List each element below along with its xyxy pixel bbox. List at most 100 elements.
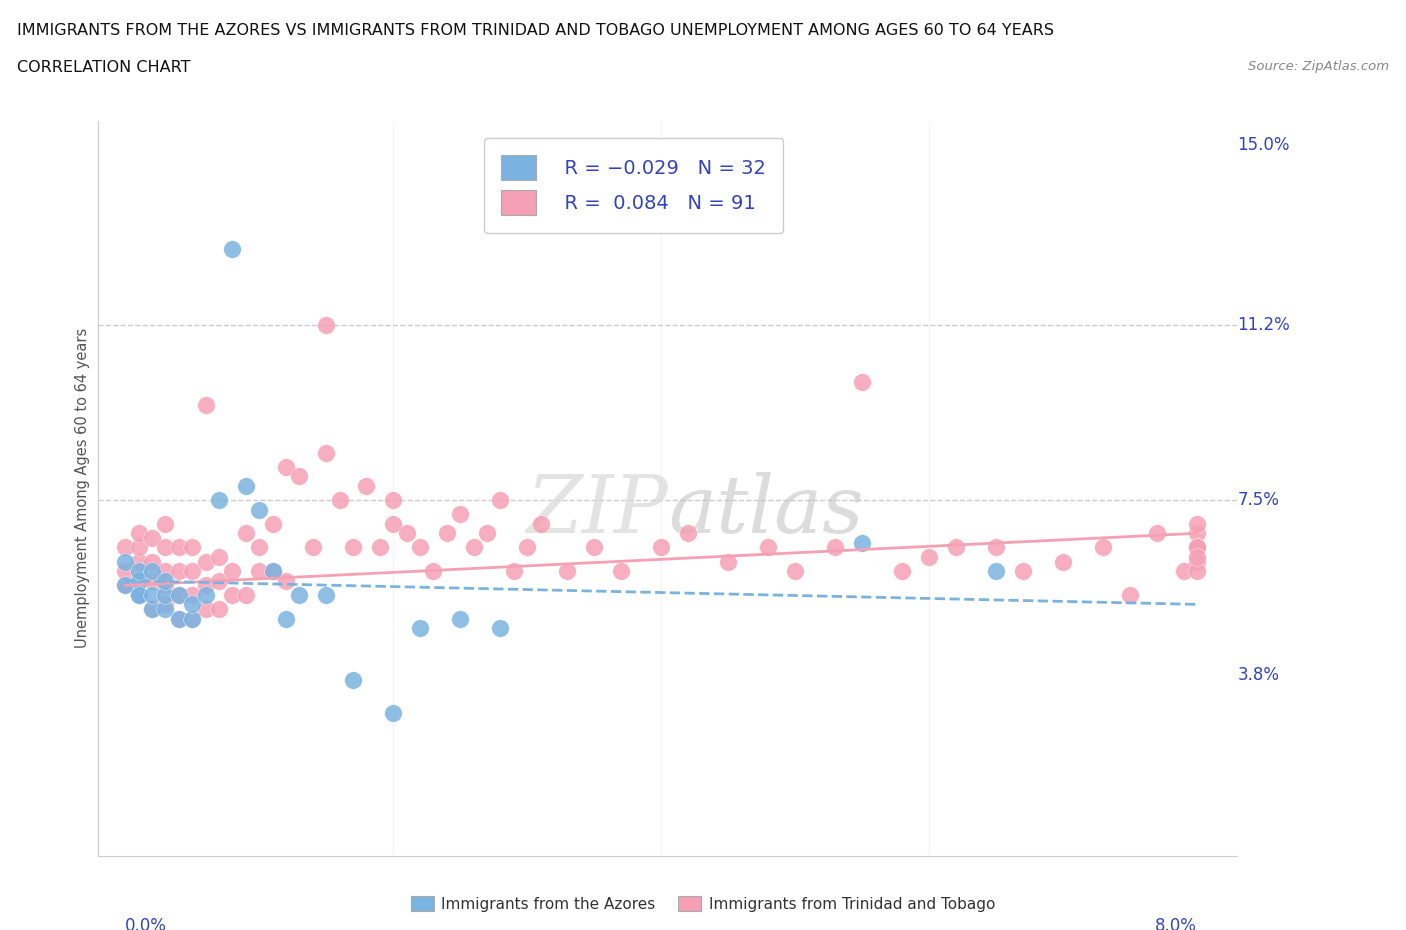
Point [141, 602, 163, 617]
Point [167, 564, 190, 578]
Point [301, 540, 323, 555]
Point [785, 564, 807, 578]
Point [329, 493, 352, 508]
Point [114, 564, 136, 578]
Point [114, 554, 136, 569]
Point [984, 540, 1007, 555]
Point [315, 317, 337, 332]
Point [235, 525, 257, 540]
Point [851, 374, 873, 389]
Text: 0.0%: 0.0% [125, 917, 167, 930]
Text: 11.2%: 11.2% [1237, 315, 1291, 334]
Point [141, 554, 163, 569]
Point [167, 588, 190, 603]
Point [368, 540, 391, 555]
Point [208, 573, 231, 588]
Point [181, 588, 204, 603]
Point [717, 554, 740, 569]
Point [529, 516, 551, 531]
Text: 8.0%: 8.0% [1156, 917, 1197, 930]
Point [676, 525, 699, 540]
Point [208, 550, 231, 565]
Point [851, 536, 873, 551]
Point [315, 588, 337, 603]
Point [155, 588, 177, 603]
Point [181, 540, 204, 555]
Point [194, 602, 217, 617]
Point [1185, 554, 1208, 569]
Point [221, 588, 243, 603]
Point [155, 540, 177, 555]
Point [128, 540, 150, 555]
Point [583, 540, 606, 555]
Point [141, 602, 163, 617]
Point [181, 611, 204, 626]
Point [155, 597, 177, 612]
Point [167, 588, 190, 603]
Point [141, 573, 163, 588]
Point [114, 540, 136, 555]
Point [1119, 588, 1142, 603]
Point [516, 540, 538, 555]
Point [1185, 564, 1208, 578]
Point [557, 564, 579, 578]
Point [114, 578, 136, 592]
Point [155, 578, 177, 592]
Point [141, 588, 163, 603]
Point [315, 445, 337, 460]
Text: 15.0%: 15.0% [1237, 136, 1289, 153]
Point [128, 588, 150, 603]
Point [235, 588, 257, 603]
Point [247, 564, 270, 578]
Point [756, 540, 779, 555]
Legend: Immigrants from the Azores, Immigrants from Trinidad and Tobago: Immigrants from the Azores, Immigrants f… [405, 889, 1001, 918]
Point [449, 611, 471, 626]
Text: CORRELATION CHART: CORRELATION CHART [17, 60, 190, 75]
Point [342, 540, 364, 555]
Point [262, 564, 284, 578]
Point [409, 620, 432, 635]
Point [194, 398, 217, 413]
Point [274, 459, 297, 474]
Point [128, 564, 150, 578]
Point [288, 588, 311, 603]
Point [824, 540, 846, 555]
Point [489, 493, 512, 508]
Text: atlas: atlas [668, 472, 863, 549]
Point [1185, 550, 1208, 565]
Point [167, 540, 190, 555]
Point [463, 540, 485, 555]
Point [1173, 564, 1195, 578]
Point [181, 564, 204, 578]
Point [422, 564, 444, 578]
Text: 7.5%: 7.5% [1237, 491, 1279, 509]
Point [208, 493, 231, 508]
Point [141, 564, 163, 578]
Text: ZIP: ZIP [526, 472, 668, 549]
Point [167, 611, 190, 626]
Point [382, 706, 405, 721]
Point [235, 478, 257, 493]
Point [262, 516, 284, 531]
Point [1185, 516, 1208, 531]
Point [114, 578, 136, 592]
Point [409, 540, 432, 555]
Point [382, 493, 405, 508]
Text: IMMIGRANTS FROM THE AZORES VS IMMIGRANTS FROM TRINIDAD AND TOBAGO UNEMPLOYMENT A: IMMIGRANTS FROM THE AZORES VS IMMIGRANTS… [17, 23, 1054, 38]
Point [436, 525, 458, 540]
Text: 3.8%: 3.8% [1237, 667, 1279, 684]
Point [128, 588, 150, 603]
Point [141, 531, 163, 546]
Point [274, 611, 297, 626]
Point [128, 573, 150, 588]
Point [1185, 540, 1208, 555]
Point [1146, 525, 1168, 540]
Point [262, 564, 284, 578]
Point [155, 573, 177, 588]
Point [128, 554, 150, 569]
Point [274, 573, 297, 588]
Point [1052, 554, 1074, 569]
Point [382, 516, 405, 531]
Point [650, 540, 672, 555]
Point [288, 469, 311, 484]
